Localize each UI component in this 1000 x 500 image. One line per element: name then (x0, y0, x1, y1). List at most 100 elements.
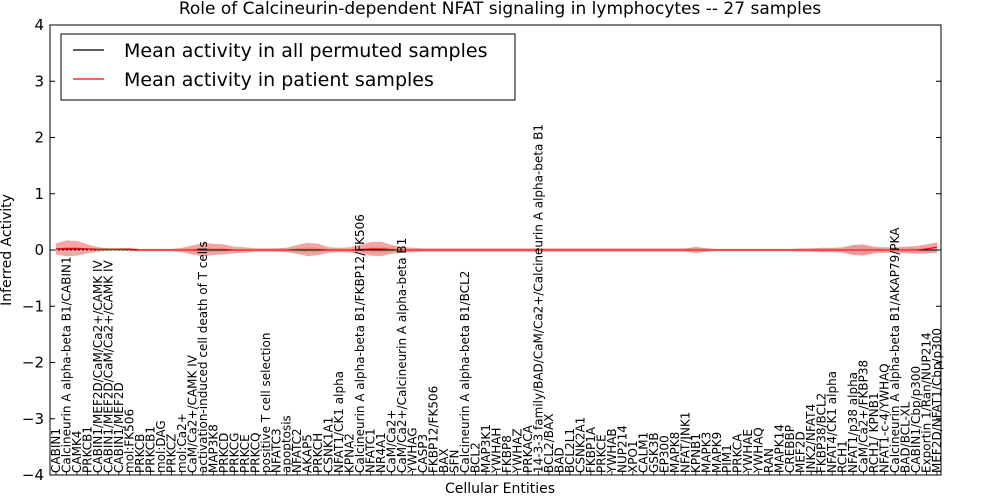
x-tick-label: CSNK2A1 (573, 417, 587, 473)
x-tick-label: CABIN1/MEF2D/CaM/Ca2+/CAMK IV (101, 259, 115, 473)
y-tick-label: −3 (22, 410, 44, 428)
x-tick-label: BCL2/BAX (542, 414, 556, 473)
x-axis-label: Cellular Entities (445, 481, 555, 497)
patient-mean-line (55, 246, 938, 251)
x-tick-label: AKAP5 (301, 434, 315, 473)
x-tick-label: MEF2D (794, 431, 808, 473)
y-tick-label: 0 (34, 241, 44, 259)
x-tick-label: Exportin 1/Ran/NUP214 (920, 332, 934, 473)
x-tick-label: CABIN1/MEF2D/CaM/Ca2+/CAMK IV (91, 259, 105, 473)
x-tick-label: NFAT1/CK1 alpha (332, 371, 346, 473)
x-tick-label: CaM/Ca2+/FKBP38 (857, 360, 871, 473)
chart-title: Role of Calcineurin-dependent NFAT signa… (179, 0, 821, 19)
x-tick-label: MEF2D/NFAT1/Cbp/p300 (930, 328, 944, 473)
x-tick-label: RAN (762, 448, 776, 473)
x-tick-label: BAD (552, 447, 566, 473)
x-tick-label: CaM/Ca2+ (385, 409, 399, 473)
y-tick-label: 1 (34, 185, 44, 203)
x-tick-label: CASP3 (416, 434, 430, 473)
x-tick-label: NFATC1 (364, 428, 378, 473)
x-tick-label: MAPK9 (710, 432, 724, 473)
x-tick-label: PRKCB (133, 434, 147, 473)
x-tick-label: positive T cell selection (259, 333, 273, 473)
x-tick-label: PRKCG (227, 433, 241, 473)
x-tick-label: NFAT1-c-4/YWHAQ (878, 363, 892, 473)
x-tick-label: RCH1/ KPNB1 (867, 392, 881, 473)
x-tick-label: NFAT/JNK1 (678, 412, 692, 473)
x-tick-label: CREBBP (783, 425, 797, 473)
x-tick-label: PRKACA (521, 424, 535, 473)
x-tick-label: NUP214 (615, 425, 629, 473)
x-tick-label: PRKCB1 (81, 426, 95, 473)
x-tick-label: PRKCD (217, 433, 231, 473)
x-tick-label: PRKCE (594, 434, 608, 473)
x-tick-label: SFN (448, 450, 462, 474)
x-tick-label: CAMK4 (70, 431, 84, 473)
x-tick-label: Calcineurin A alpha-beta B1/AKAP79/PKA (888, 227, 902, 473)
x-tick-label: FKBP1A (584, 426, 598, 473)
x-tick-label: EP300 (657, 435, 671, 473)
x-tick-label: FKBP38/BCL2 (815, 393, 829, 473)
legend-box (60, 33, 516, 101)
x-tick-label: KPNB1 (689, 433, 703, 473)
x-tick-label: NFAT4/CK1 alpha (825, 371, 839, 473)
y-tick-label: 4 (34, 16, 44, 34)
x-tick-label: YWHAE (741, 429, 755, 474)
x-tick-label: JNK2/NFAT4 (804, 404, 818, 474)
legend: Mean activity in all permuted samples Me… (60, 33, 516, 101)
x-tick-label: Calcineurin A alpha-beta B1/FKBP12/FK506 (353, 214, 367, 473)
x-tick-label: FKBP12/FK506 (427, 386, 441, 473)
x-tick-label: apoptosis (280, 415, 294, 473)
x-tick-label: XPO1 (626, 440, 640, 473)
x-tick-label: GSK3B (647, 432, 661, 473)
x-tick-label: CABIN1 (49, 428, 63, 473)
legend-patient-label: Mean activity in patient samples (124, 69, 434, 91)
x-tick-label: NFATC3 (269, 428, 283, 473)
x-tick-label: PRKCQ (248, 432, 262, 473)
legend-permuted-label: Mean activity in all permuted samples (124, 40, 487, 62)
x-tick-label: MAPK8 (668, 432, 682, 473)
x-tick-label: YWHAQ (752, 427, 766, 474)
y-tick-label: 2 (34, 129, 44, 147)
x-tick-label: CSNK1A1 (322, 417, 336, 473)
x-tick-label: PRKCH (311, 433, 325, 473)
x-tick-label: PRKCB1 (143, 426, 157, 473)
x-tick-label: YWHAH (490, 428, 504, 474)
x-tick-label: CaM/Ca2+/CAMK IV (185, 354, 199, 473)
x-tick-label: mol:FK506 (122, 409, 136, 473)
x-tick-label: YWHAG (406, 427, 420, 474)
x-tick-label: activation-induced cell death of T cells (196, 241, 210, 473)
x-tick-label: RCH1 (836, 440, 850, 473)
x-tick-label: BCL2 (469, 442, 483, 473)
x-tick-label: PRKCZ (164, 434, 178, 473)
x-tick-label: mol:DAG (154, 420, 168, 473)
x-tick-label: CALM1 (636, 432, 650, 473)
x-tick-label: NFAT1/p38 alpha (846, 372, 860, 473)
y-axis-label: Inferred Activity (0, 194, 15, 306)
x-tick-label: 14-3-3 family/BAD/CaM/Ca2+/Calcineurin A… (532, 124, 546, 473)
x-tick-label: Calcineurin A alpha-beta B1/BCL2 (458, 271, 472, 473)
x-tick-label: PRKCA (731, 433, 745, 473)
x-tick-label: YWHAZ (511, 428, 525, 474)
y-tick-label: −2 (22, 354, 44, 372)
x-tick-label: FKBP8 (500, 435, 514, 473)
x-tick-label: PIM1 (720, 444, 734, 473)
x-tick-label: BCL2L1 (563, 428, 577, 473)
x-tick-label: MAP3K8 (206, 424, 220, 473)
x-tick-label: CABIN1/MEF2D (112, 382, 126, 473)
x-tick-label: PRKCE (238, 434, 252, 473)
x-tick-label: MAP3K1 (479, 424, 493, 473)
x-tick-label: KPNA2 (343, 433, 357, 473)
x-tick-label: YWHAB (605, 428, 619, 474)
x-tick-label: BAD/BCL-XL (899, 401, 913, 473)
x-tick-label: CaM/Ca2+/Calcineurin A alpha-beta B1 (395, 238, 409, 473)
y-tick-label: 3 (34, 72, 44, 90)
x-tick-label: Calcineurin A alpha-beta B1/CABIN1 (60, 256, 74, 473)
x-tick-label: BAX (437, 448, 451, 473)
x-tick-label: NFATC2 (290, 428, 304, 473)
patient-band (56, 240, 937, 257)
y-tick-label: −1 (22, 297, 44, 315)
y-axis: 4 3 2 1 0 −1 −2 −3 −4 (22, 16, 941, 484)
